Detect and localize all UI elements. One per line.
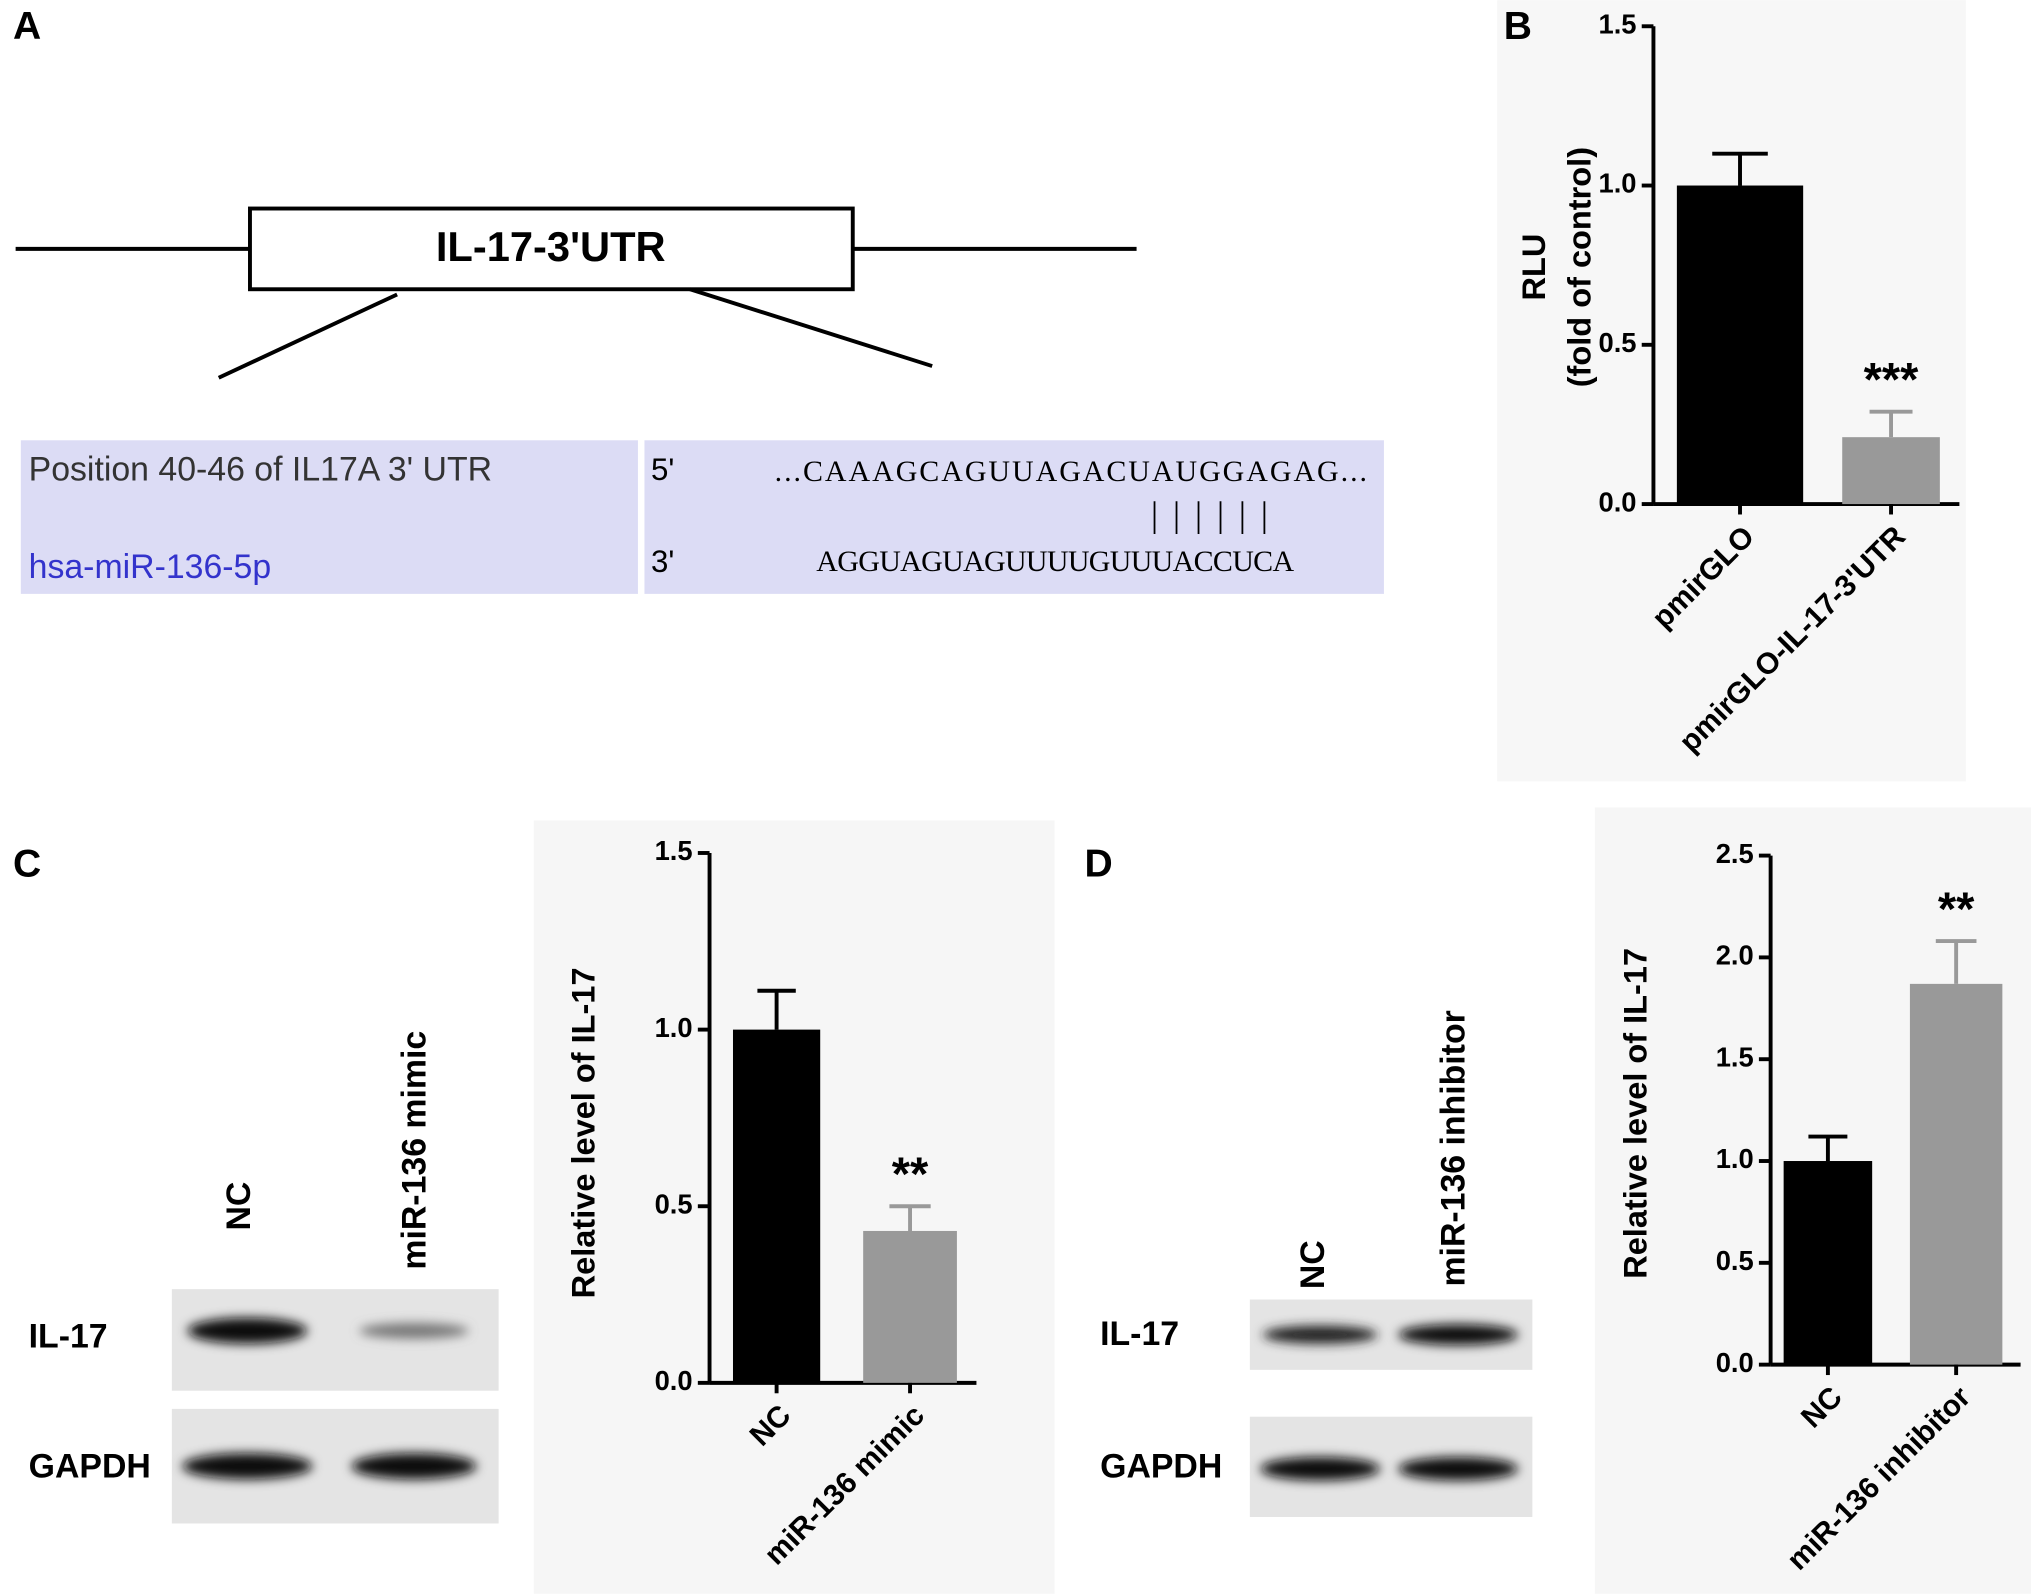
y-tick-label: 1.0 [1716,1143,1754,1174]
row-label: GAPDH [29,1448,151,1486]
error-bar [889,1204,931,1231]
y-tick-label: 0.5 [655,1188,693,1219]
y-axis-label: Relative level of IL-17 [565,967,601,1298]
bar [863,1230,957,1383]
y-axis-label: RLU [1516,234,1552,301]
y-tick-label: 0.0 [1716,1347,1754,1378]
target-name: Position 40-46 of IL17A 3' UTR [29,450,492,488]
lane-label: NC [1294,1240,1332,1289]
row-label: GAPDH [1100,1448,1222,1486]
error-bar [1808,1134,1848,1162]
y-axis-label: (fold of control) [1561,147,1597,387]
panel-label: A [13,5,41,48]
strand-end: 5' [651,452,674,487]
panel-label: B [1504,5,1532,48]
bar [1909,983,2003,1365]
y-tick-label: 1.5 [655,835,693,866]
panel-label: D [1085,842,1113,885]
error-bar [1712,151,1768,186]
y-axis-label: Relative level of IL-17 [1617,948,1653,1279]
bar [1842,437,1940,505]
significance: ** [1938,883,1975,935]
lane-label: NC [220,1182,258,1231]
alignment-box [644,440,1384,594]
bar [1676,185,1804,505]
y-tick-label: 0.0 [655,1365,693,1396]
error-bar [1935,939,1977,984]
bar [732,1029,821,1383]
mirna-name: hsa-miR-136-5p [29,548,272,586]
utr-label: IL-17-3'UTR [436,223,666,270]
y-tick-label: 1.5 [1599,8,1637,39]
blot-c [171,1289,499,1524]
error-bar [757,988,796,1030]
utr-diagram [15,206,1137,380]
blot-d [1249,1299,1533,1517]
panel-label: C [13,842,41,885]
bar [1783,1161,1873,1365]
significance: *** [1864,353,1919,405]
y-tick-label: 0.0 [1599,486,1637,517]
alignment-box [20,440,638,594]
error-bar [1869,409,1913,438]
y-tick-label: 1.0 [655,1012,693,1043]
mirna-seq: AGGUAGUAGUUUUGUUUACCUCA [816,545,1294,578]
lane-label: miR-136 mimic [396,1031,434,1270]
significance: ** [892,1148,929,1200]
strand-end: 3' [651,544,674,579]
lane-label: miR-136 inhibitor [1434,1010,1472,1286]
target-seq: ...CAAAGCAGUUAGACUAUGGAGAG... [775,455,1367,488]
y-tick-label: 2.0 [1716,940,1754,971]
row-label: IL-17 [1100,1315,1179,1353]
row-label: IL-17 [29,1318,108,1356]
y-tick-label: 2.5 [1716,838,1754,869]
y-tick-label: 0.5 [1716,1245,1754,1276]
y-tick-label: 1.0 [1599,168,1637,199]
y-tick-label: 1.5 [1716,1041,1754,1072]
y-tick-label: 0.5 [1599,327,1637,358]
